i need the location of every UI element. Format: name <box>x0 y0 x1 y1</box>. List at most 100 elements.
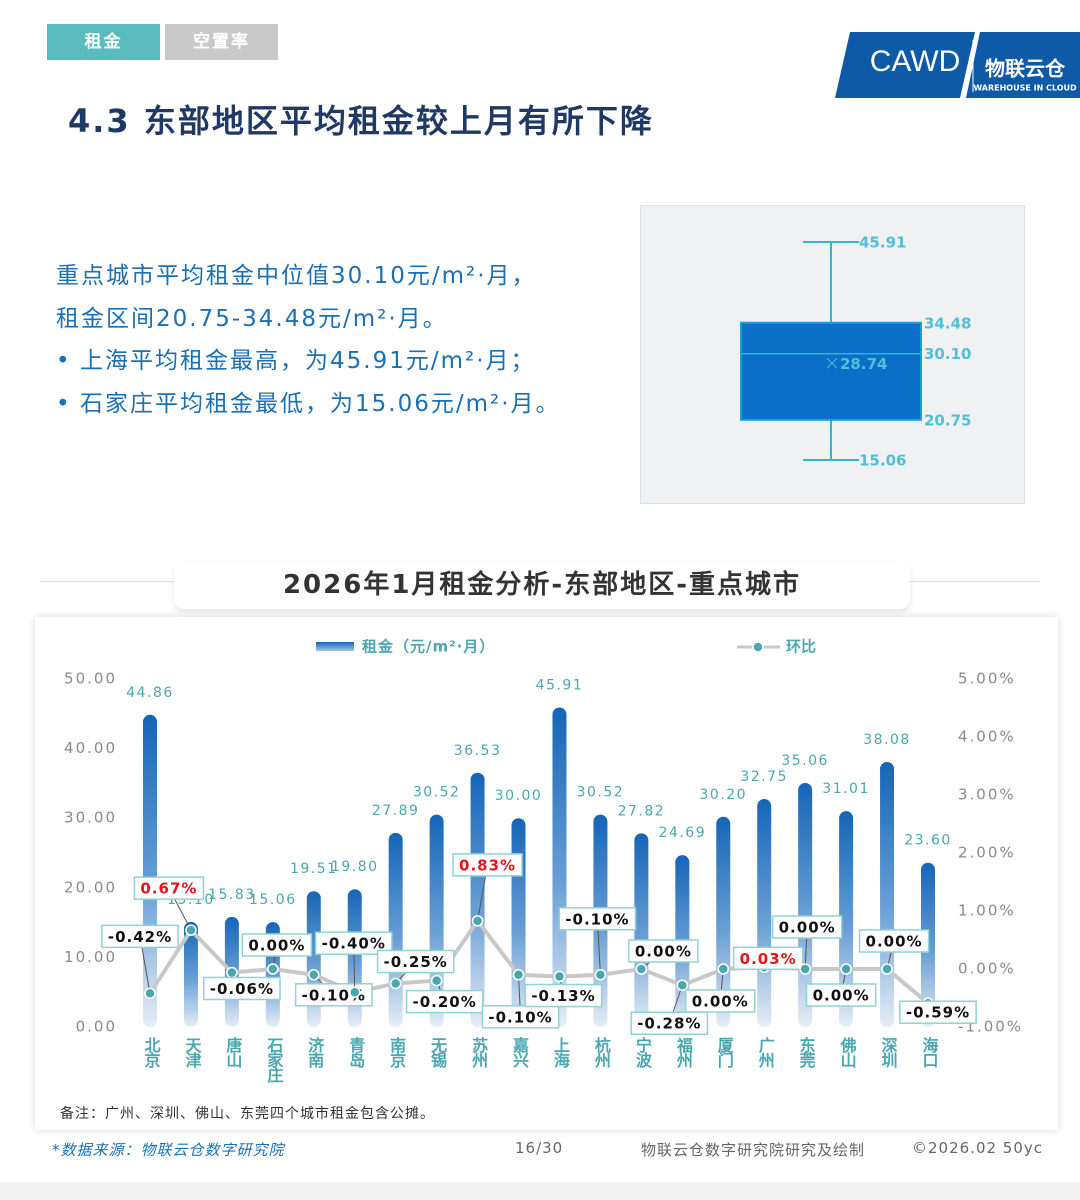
line-point <box>512 969 525 981</box>
divider <box>40 581 174 582</box>
line-label-box <box>684 989 756 1013</box>
line-label-box <box>558 907 637 931</box>
line-value-label: -0.59% <box>906 1004 970 1022</box>
line-label-box <box>771 915 843 939</box>
divider <box>910 581 1040 582</box>
logo-bg <box>835 32 975 98</box>
x-tick-label: 上海 <box>551 1037 570 1069</box>
line-label-box <box>732 946 804 971</box>
line-value-label: 0.00% <box>866 933 923 951</box>
legend-swatch <box>316 642 354 651</box>
bar-value-label: 31.01 <box>822 781 870 797</box>
y-tick-label: 30.00 <box>64 809 117 827</box>
bullet: 石家庄平均租金最低，为15.06元/m²·月。 <box>56 383 561 426</box>
bar <box>143 714 157 1027</box>
x-tick-label: 广州 <box>756 1036 776 1068</box>
logo: CAWD 物联云仓 WAREHOUSE IN CLOUD <box>835 32 1080 98</box>
bullet-text: 石家庄平均租金最低，为15.06元/m²·月。 <box>80 390 561 417</box>
x-tick-label: 杭州 <box>592 1036 612 1068</box>
y2-tick-label: 4.00% <box>958 728 1016 746</box>
mean-marker <box>826 357 838 369</box>
bar-value-label: 19.51 <box>290 861 338 877</box>
box-label: 15.06 <box>859 452 906 470</box>
legend-marker <box>752 641 764 653</box>
x-tick-label: 石家庄 <box>264 1037 284 1084</box>
bar-value-label: 30.00 <box>495 788 543 804</box>
logo-bg <box>966 32 1080 98</box>
line-label-box <box>376 949 455 974</box>
bullet: 上海平均租金最高，为45.91元/m²·月； <box>56 340 561 383</box>
copyright: ©2026.02 50yc <box>912 1139 1044 1157</box>
line-label-box <box>133 876 205 900</box>
y2-tick-label: 0.00% <box>958 960 1016 978</box>
tab-vacancy[interactable]: 空置率 <box>165 24 278 60</box>
line-label-box <box>805 983 877 1007</box>
y-tick-label: 10.00 <box>64 948 117 966</box>
bar-value-label: 30.52 <box>577 785 625 801</box>
x-tick-label: 北京 <box>142 1037 161 1069</box>
legend-label: 环比 <box>786 638 816 656</box>
bar-value-label: 15.06 <box>249 892 297 908</box>
tab-rent[interactable]: 租金 <box>47 24 160 60</box>
line-value-label: -0.10% <box>565 910 629 928</box>
summary-line: 租金区间20.75-34.48元/m²·月。 <box>56 305 448 332</box>
x-tick-label: 嘉兴 <box>510 1036 530 1069</box>
line-label-box <box>858 929 930 953</box>
x-tick-label: 南京 <box>387 1036 406 1069</box>
bar-value-label: 44.86 <box>126 685 174 701</box>
x-tick-label: 厦门 <box>715 1037 734 1069</box>
line-value-label: 0.00% <box>779 919 836 937</box>
bar <box>634 833 649 1027</box>
note: 备注：广州、深圳、佛山、东莞四个城市租金包含公摊。 <box>60 1106 435 1122</box>
bar <box>306 891 321 1027</box>
x-tick-label: 青岛 <box>346 1036 365 1069</box>
line-label-box <box>405 989 484 1014</box>
bottom-band <box>0 1182 1080 1200</box>
line-point <box>553 970 566 983</box>
line-label-box <box>314 931 393 955</box>
box-label: 20.75 <box>924 411 971 429</box>
bar-value-label: 27.89 <box>372 803 420 819</box>
x-tick-label: 苏州 <box>469 1036 489 1068</box>
line-point <box>430 974 443 987</box>
x-tick-label: 济南 <box>305 1036 324 1069</box>
bar <box>183 921 198 1027</box>
x-tick-label: 佛山 <box>838 1036 858 1068</box>
line-point <box>471 915 484 927</box>
line-value-label: 0.67% <box>140 880 197 898</box>
line-label-box <box>241 933 313 957</box>
source: *数据来源：物联云仓数字研究院 <box>52 1141 285 1159</box>
y2-tick-label: 1.00% <box>958 902 1016 920</box>
line-point <box>267 963 279 975</box>
line-point <box>799 963 811 975</box>
bar-value-label: 30.52 <box>413 785 461 801</box>
line-value-label: -0.42% <box>108 928 172 946</box>
legend-label: 租金（元/m²·月） <box>362 638 495 656</box>
bar-value-label: 15.83 <box>208 887 256 903</box>
x-tick-label: 无锡 <box>428 1037 448 1069</box>
bar-value-label: 19.80 <box>331 859 379 875</box>
bar-value-label: 27.82 <box>618 803 666 819</box>
bar-value-label: 38.08 <box>863 732 911 748</box>
line-label-box <box>524 983 603 1008</box>
x-tick-label: 海口 <box>920 1036 939 1068</box>
line-label-box <box>452 853 523 877</box>
box-label: 34.48 <box>924 314 971 332</box>
line-value-label: 0.00% <box>635 943 692 961</box>
summary-line: 重点城市平均租金中位值30.10元/m²·月， <box>56 263 537 289</box>
mean-label: 28.74 <box>840 355 887 373</box>
bar-value-label: 23.60 <box>904 833 952 849</box>
line-point <box>185 924 197 936</box>
line-value-label: -0.28% <box>637 1015 701 1033</box>
y2-tick-label: 2.00% <box>958 844 1016 862</box>
line-value-label: 0.03% <box>740 950 797 968</box>
logo-brand-en: WAREHOUSE IN CLOUD <box>973 84 1077 93</box>
bar <box>716 816 731 1027</box>
line-value-label: -0.10% <box>302 986 366 1004</box>
y-tick-label: 50.00 <box>64 670 117 688</box>
bar <box>880 761 895 1027</box>
line-value-label: 0.00% <box>813 987 870 1005</box>
bar-value-label: 32.75 <box>740 769 788 785</box>
y-tick-label: 20.00 <box>64 878 117 896</box>
